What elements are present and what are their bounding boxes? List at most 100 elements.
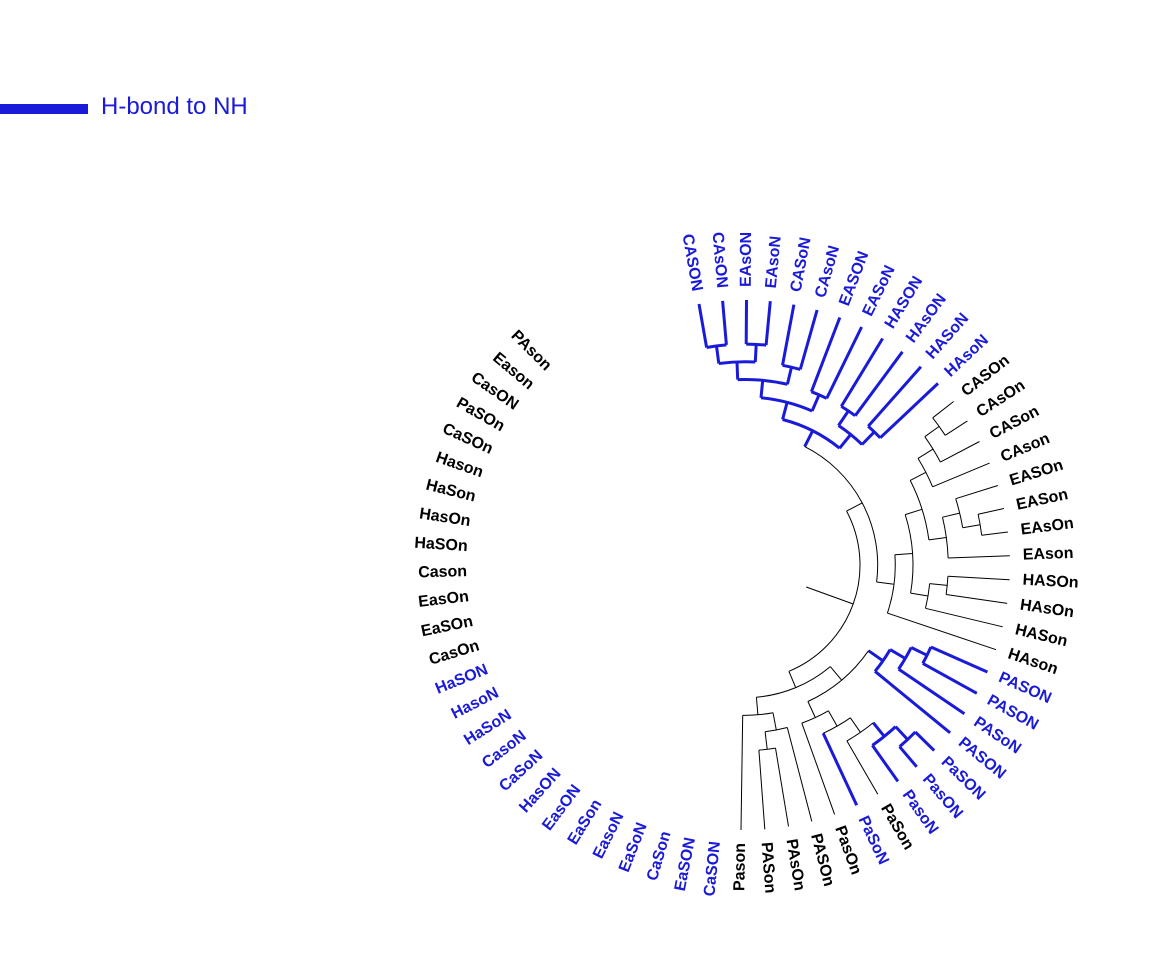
leaf-branch — [867, 365, 923, 428]
leaf-branch — [781, 304, 796, 366]
leaf-branch — [898, 745, 918, 768]
leaf-label: CASoN — [788, 236, 815, 293]
leaf-branch — [897, 667, 966, 715]
leaf-label: EasOn — [417, 588, 469, 611]
branch — [905, 508, 923, 516]
branch — [872, 721, 886, 738]
branch — [735, 361, 740, 380]
leaf-branch — [879, 382, 940, 439]
leaf-branch — [946, 594, 1008, 604]
leaf-branch — [948, 555, 1010, 559]
leaf-branch — [871, 744, 900, 783]
branch — [810, 394, 821, 412]
branch — [909, 471, 927, 481]
clade-arc — [925, 583, 931, 609]
branch — [715, 345, 721, 364]
leaf-branch — [930, 645, 989, 674]
branch — [894, 553, 913, 556]
leaf-branch — [887, 612, 997, 651]
leaf-branch — [821, 732, 859, 806]
leaf-branch — [940, 441, 980, 463]
leaf-branch — [947, 575, 1010, 581]
branch — [910, 592, 929, 597]
leaf-label: HASOn — [1022, 572, 1079, 592]
branch — [753, 344, 758, 363]
leaf-label: EAsON — [738, 232, 755, 287]
branch — [755, 697, 759, 715]
leaf-label: CaSON — [701, 841, 724, 898]
leaf-branch — [914, 730, 936, 752]
leaf-label: EaSOn — [420, 613, 475, 640]
leaf-branch — [846, 740, 879, 795]
leaf-branch — [764, 301, 772, 346]
clade-arc — [788, 510, 861, 672]
leaf-label: HasOn — [418, 505, 472, 530]
branch — [764, 731, 768, 750]
branch — [917, 448, 934, 459]
branch — [803, 430, 815, 448]
branch — [772, 712, 777, 731]
branch — [962, 524, 981, 529]
branch — [894, 725, 909, 741]
root-branch — [806, 586, 854, 605]
clade-arc — [846, 722, 874, 742]
clade-arc — [801, 710, 829, 724]
clade-arc — [706, 343, 727, 349]
leaf-branch — [944, 420, 968, 436]
leaf-branch — [874, 670, 952, 734]
branch — [837, 410, 850, 427]
tree-branches — [697, 299, 1010, 831]
leaf-label: Hason — [434, 449, 486, 481]
leaf-label: CAsoN — [812, 244, 843, 300]
branch — [781, 402, 789, 420]
clade-arc — [924, 436, 941, 463]
clade-arc — [807, 650, 869, 702]
clade-arc — [746, 342, 767, 347]
leaf-label: EASOn — [1008, 457, 1066, 490]
leaf-label: PASon — [758, 842, 779, 894]
clade-arc — [909, 480, 930, 540]
branch — [827, 710, 838, 727]
leaf-branch — [932, 401, 954, 419]
leaf-branch — [721, 300, 728, 346]
leaf-label: CaSon — [644, 829, 675, 882]
branch — [924, 425, 940, 438]
leaf-branch — [809, 316, 842, 393]
leaf-label: HAsOn — [1019, 597, 1075, 622]
branch — [785, 366, 793, 385]
clade-arc — [945, 576, 949, 595]
branch — [788, 671, 797, 688]
clade-arc — [977, 514, 983, 536]
leaf-branch — [922, 662, 978, 695]
branch — [867, 649, 884, 663]
leaf-label: EASon — [1015, 486, 1070, 514]
branch — [929, 583, 948, 586]
leaf-branch — [801, 722, 836, 815]
clade-arc — [804, 446, 879, 583]
branch — [759, 380, 765, 398]
leaf-branch — [932, 462, 990, 488]
leaf-branch — [758, 750, 766, 830]
branch — [849, 717, 861, 733]
clade-arc — [822, 717, 851, 734]
branch — [807, 701, 816, 718]
branch — [860, 430, 876, 446]
leaf-label: PasOn — [831, 824, 864, 877]
branch — [838, 433, 852, 450]
leaf-label: CASON — [679, 233, 706, 293]
leaf-label: HaSOn — [414, 535, 468, 555]
leaf-label: PAsOn — [782, 838, 807, 892]
leaf-label: HaSon — [424, 477, 477, 506]
leaf-branch — [825, 326, 863, 400]
leaf-label: EAsoN — [763, 235, 785, 289]
leaf-branch — [977, 508, 1005, 515]
leaf-branch — [775, 748, 789, 827]
leaf-label: EaSON — [672, 836, 699, 893]
clade-arc — [742, 712, 774, 716]
branch — [876, 581, 895, 585]
leaf-label: Cason — [418, 563, 467, 581]
leaf-label: CasOn — [427, 637, 481, 668]
leaf-branch — [786, 727, 813, 822]
legend-swatch — [0, 104, 88, 114]
